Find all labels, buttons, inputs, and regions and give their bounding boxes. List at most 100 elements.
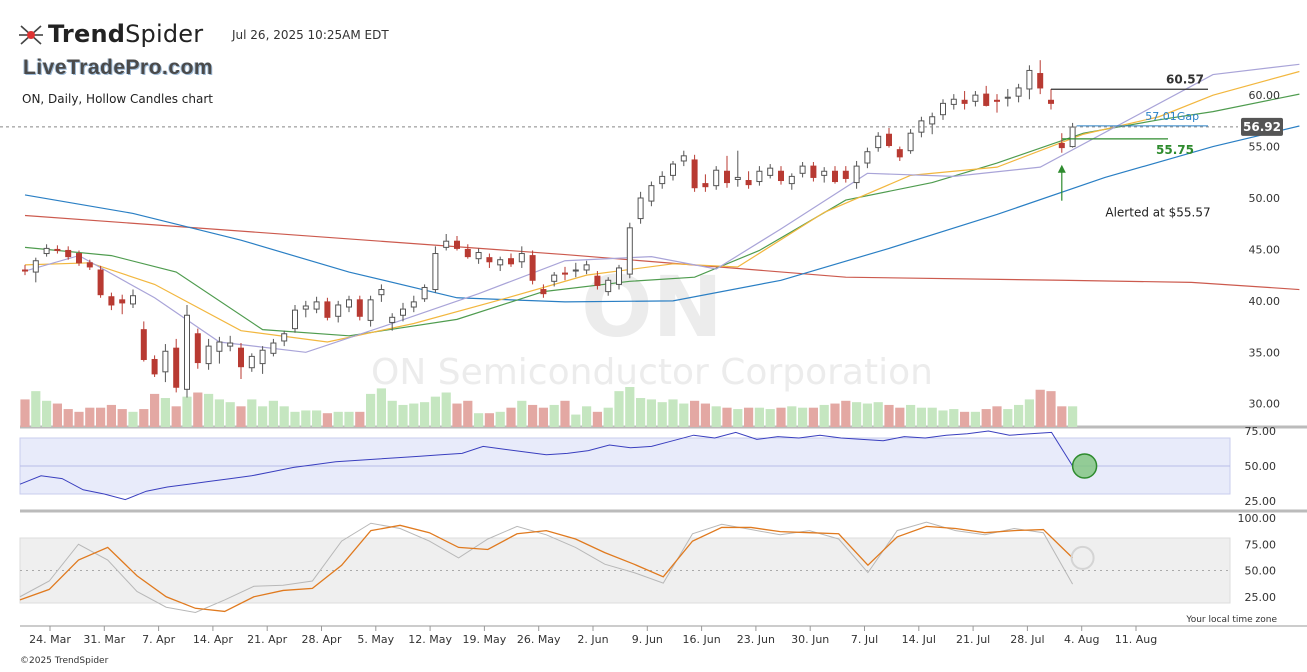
candle-body: [119, 299, 126, 304]
candle-body: [950, 98, 957, 105]
candle-body: [54, 248, 61, 251]
candle-body: [97, 269, 104, 296]
candle-body: [486, 257, 493, 263]
volume-bar: [679, 403, 689, 427]
candle-body: [464, 248, 471, 258]
x-axis-tick: 26. May: [517, 633, 561, 646]
volume-bar: [160, 398, 170, 427]
candle-body: [1026, 69, 1033, 90]
candle-body: [313, 301, 320, 310]
candle-body: [983, 93, 990, 106]
candle-body: [648, 185, 655, 202]
candle-body: [994, 99, 1000, 102]
candle-body: [724, 170, 730, 184]
watermark-symbol: ON: [581, 258, 723, 356]
volume-bar: [895, 407, 905, 427]
candle-body: [259, 349, 266, 365]
candle-body: [810, 165, 817, 178]
volume-bar: [236, 406, 246, 427]
volume-bar: [852, 402, 862, 427]
candle-body: [389, 316, 396, 323]
volume-bar: [1068, 406, 1078, 427]
candle-body: [896, 149, 903, 158]
candle-body: [76, 253, 82, 264]
trendspider-logo-icon: [19, 25, 43, 45]
stochastic-line: [19, 521, 1074, 614]
volume-bar: [139, 409, 149, 427]
x-axis-tick: 21. Jul: [956, 633, 990, 646]
candle-body: [670, 163, 676, 176]
volume-bar: [1003, 409, 1013, 427]
volume-bar: [636, 398, 646, 427]
candle-body: [238, 347, 244, 368]
candle-body: [497, 259, 504, 266]
candle-body: [767, 167, 774, 176]
candle-body: [335, 304, 342, 317]
candle-body: [680, 155, 687, 162]
candle-body: [65, 249, 72, 258]
candle-body: [1048, 99, 1054, 104]
x-axis-tick: 11. Aug: [1115, 633, 1157, 646]
candle-body: [929, 116, 936, 125]
candle-body: [799, 165, 806, 174]
volume-bar: [711, 406, 721, 427]
volume-bar: [819, 404, 829, 427]
candle-body: [1069, 126, 1076, 148]
candle-body: [616, 267, 622, 285]
x-axis-tick: 5. May: [357, 633, 394, 646]
candle-body: [637, 197, 644, 220]
volume-bar: [85, 407, 95, 427]
candle-body: [346, 299, 352, 308]
x-axis-tick: 14. Apr: [193, 633, 233, 646]
candle-body: [907, 132, 914, 152]
candle-body: [184, 314, 190, 390]
resistance-label: 60.57: [1166, 72, 1204, 86]
volume-bar: [549, 404, 559, 427]
candle-body: [1058, 142, 1065, 149]
volume-bar: [754, 407, 764, 427]
price-axis-tick: 50.00: [1249, 192, 1281, 205]
volume-bar: [582, 406, 592, 427]
x-axis-tick: 21. Apr: [247, 633, 287, 646]
stochastic-axis-tick: 100.00: [1238, 512, 1277, 525]
chart-description: ON, Daily, Hollow Candles chart: [22, 92, 213, 106]
candle-body: [356, 299, 363, 317]
trendspider-wordmark: TrendSpider: [48, 20, 204, 48]
volume-bar: [344, 411, 354, 427]
volume-bar: [214, 399, 224, 427]
candle-body: [778, 170, 784, 182]
timezone-note: Your local time zone: [1185, 615, 1277, 625]
volume-bar: [20, 399, 30, 427]
volume-bar: [808, 407, 818, 427]
candle-body: [410, 301, 417, 308]
volume-bar: [927, 407, 937, 427]
x-axis-tick: 19. May: [463, 633, 507, 646]
volume-bar: [1057, 406, 1067, 427]
volume-bar: [733, 409, 743, 427]
volume-bar: [387, 400, 397, 427]
price-axis-tick: 60.00: [1249, 89, 1281, 102]
candle-body: [864, 151, 871, 164]
volume-bar: [700, 403, 710, 427]
volume-bar: [1024, 399, 1034, 427]
candle-body: [518, 253, 525, 263]
volume-bar: [614, 391, 624, 427]
volume-bar: [312, 410, 322, 427]
candle-body: [583, 264, 590, 271]
candle-body: [248, 355, 255, 369]
volume-bar: [268, 400, 278, 427]
candle-body: [756, 170, 763, 183]
candle-body: [302, 305, 309, 310]
x-axis-tick: 16. Jun: [683, 633, 721, 646]
candle-body: [443, 240, 450, 248]
volume-bar: [517, 400, 527, 427]
volume-bar: [1035, 389, 1045, 427]
stochastic-axis-tick: 75.00: [1245, 538, 1277, 551]
candle-body: [1004, 96, 1011, 99]
candle-body: [875, 135, 882, 149]
volume-bar: [31, 391, 41, 427]
volume-bar: [506, 407, 516, 427]
candle-body: [832, 170, 838, 183]
moving-average-line: [24, 214, 1300, 291]
